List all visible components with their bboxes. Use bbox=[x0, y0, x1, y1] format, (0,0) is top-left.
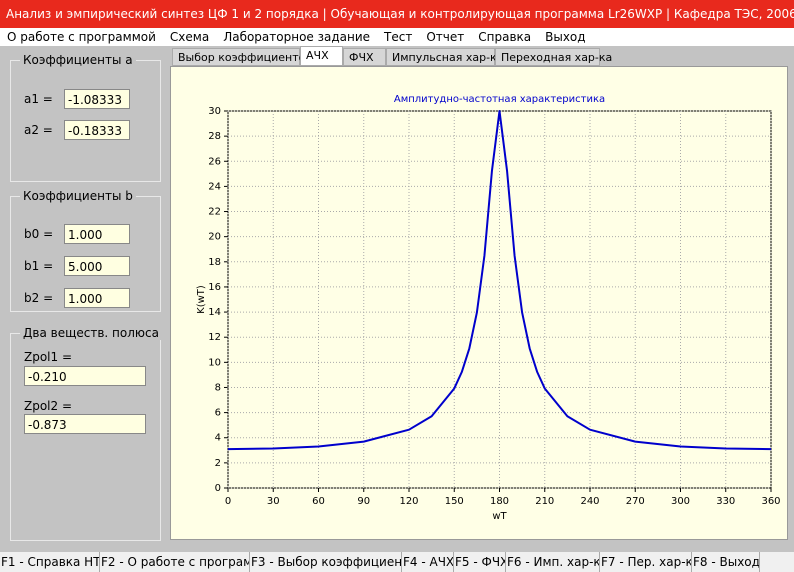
x-tick-label: 360 bbox=[761, 496, 780, 507]
text-input[interactable]: -0.210 bbox=[24, 366, 146, 386]
field-label: b1 = bbox=[24, 259, 54, 273]
x-tick-label: 180 bbox=[490, 496, 509, 507]
group-title: Коэффициенты b bbox=[20, 189, 136, 203]
status-item[interactable]: F6 - Имп. хар-ка bbox=[506, 552, 600, 572]
menu-item[interactable]: О работе с программой bbox=[7, 30, 156, 44]
x-tick-label: 120 bbox=[399, 496, 418, 507]
x-tick-label: 60 bbox=[312, 496, 325, 507]
y-tick-label: 16 bbox=[208, 282, 221, 293]
menu-item[interactable]: Отчет bbox=[426, 30, 465, 44]
x-tick-label: 330 bbox=[716, 496, 735, 507]
field-label: a1 = bbox=[24, 92, 53, 106]
menu-item[interactable]: Выход bbox=[545, 30, 586, 44]
tab[interactable]: Переходная хар-ка bbox=[495, 48, 612, 66]
field-label: b0 = bbox=[24, 227, 54, 241]
title-bar: Анализ и эмпирический синтез ЦФ 1 и 2 по… bbox=[0, 0, 794, 28]
text-input[interactable]: 1.000 bbox=[64, 288, 130, 308]
status-item[interactable]: F1 - Справка HTML bbox=[0, 552, 100, 572]
x-tick-label: 150 bbox=[445, 496, 464, 507]
text-input[interactable]: -0.873 bbox=[24, 414, 146, 434]
x-tick-label: 240 bbox=[580, 496, 599, 507]
text-input[interactable]: -1.08333 bbox=[64, 89, 130, 109]
chart-panel: Амплитудно-частотная характеристика 0 2 4 6 8… bbox=[170, 66, 788, 540]
menu-item[interactable]: Лабораторное задание bbox=[223, 30, 371, 44]
y-tick-label: 18 bbox=[208, 257, 221, 268]
chart: Амплитудно-частотная характеристика02468… bbox=[196, 94, 781, 522]
field-label: Zpol1 = bbox=[24, 350, 73, 364]
x-tick-label: 210 bbox=[535, 496, 554, 507]
y-tick-label: 12 bbox=[208, 332, 221, 343]
y-tick-label: 24 bbox=[208, 181, 221, 192]
group-box bbox=[10, 333, 161, 541]
menu-item[interactable]: Схема bbox=[169, 30, 210, 44]
field-label: Zpol2 = bbox=[24, 399, 73, 413]
y-axis-label: K(wT) bbox=[196, 285, 207, 314]
text-input[interactable]: -0.18333 bbox=[64, 120, 130, 140]
menu-item[interactable]: Справка bbox=[478, 30, 532, 44]
field-label: a2 = bbox=[24, 123, 53, 137]
status-item[interactable]: F5 - ФЧХ bbox=[454, 552, 506, 572]
field-label: b2 = bbox=[24, 291, 54, 305]
x-tick-label: 0 bbox=[225, 496, 231, 507]
text-input[interactable]: 1.000 bbox=[64, 224, 130, 244]
x-tick-label: 90 bbox=[357, 496, 370, 507]
y-tick-label: 2 bbox=[215, 458, 221, 469]
y-tick-label: 20 bbox=[208, 232, 221, 243]
group-title: Коэффициенты a bbox=[20, 53, 136, 67]
tab[interactable]: Выбор коэффициентов bbox=[172, 48, 312, 66]
group-title: Два веществ. полюса bbox=[20, 326, 162, 340]
x-axis-label: wT bbox=[492, 511, 507, 522]
x-tick-label: 270 bbox=[626, 496, 645, 507]
menu-bar: О работе с программой Схема Лабораторное з… bbox=[0, 28, 794, 46]
plot-area bbox=[227, 110, 772, 489]
status-item[interactable]: F8 - Выход bbox=[692, 552, 760, 572]
tab[interactable]: АЧХ bbox=[300, 46, 343, 66]
tab[interactable]: ФЧХ bbox=[343, 48, 386, 66]
status-item[interactable]: F2 - О работе с программой bbox=[100, 552, 250, 572]
y-tick-label: 22 bbox=[208, 207, 221, 218]
menu-item[interactable]: Тест bbox=[384, 30, 413, 44]
x-tick-label: 300 bbox=[671, 496, 690, 507]
text-input[interactable]: 5.000 bbox=[64, 256, 130, 276]
status-item[interactable]: F4 - АЧХ bbox=[402, 552, 454, 572]
status-item[interactable]: F7 - Пер. хар-ка bbox=[600, 552, 692, 572]
y-tick-label: 30 bbox=[208, 106, 221, 117]
chart-title: Амплитудно-частотная характеристика bbox=[394, 94, 605, 105]
y-tick-label: 6 bbox=[215, 408, 221, 419]
status-item[interactable]: F3 - Выбор коэффициентов bbox=[250, 552, 402, 572]
y-tick-label: 26 bbox=[208, 156, 221, 167]
y-tick-label: 10 bbox=[208, 357, 221, 368]
x-tick-label: 30 bbox=[267, 496, 280, 507]
y-tick-label: 28 bbox=[208, 131, 221, 142]
y-tick-label: 8 bbox=[215, 382, 221, 393]
status-bar: F1 - Справка HTMLF2 - О работе с програм… bbox=[0, 552, 794, 572]
y-tick-label: 0 bbox=[215, 483, 221, 494]
tab[interactable]: Импульсная хар-ка bbox=[386, 48, 503, 66]
data-line bbox=[227, 110, 772, 451]
y-tick-label: 4 bbox=[215, 433, 221, 444]
y-tick-label: 14 bbox=[208, 307, 221, 318]
